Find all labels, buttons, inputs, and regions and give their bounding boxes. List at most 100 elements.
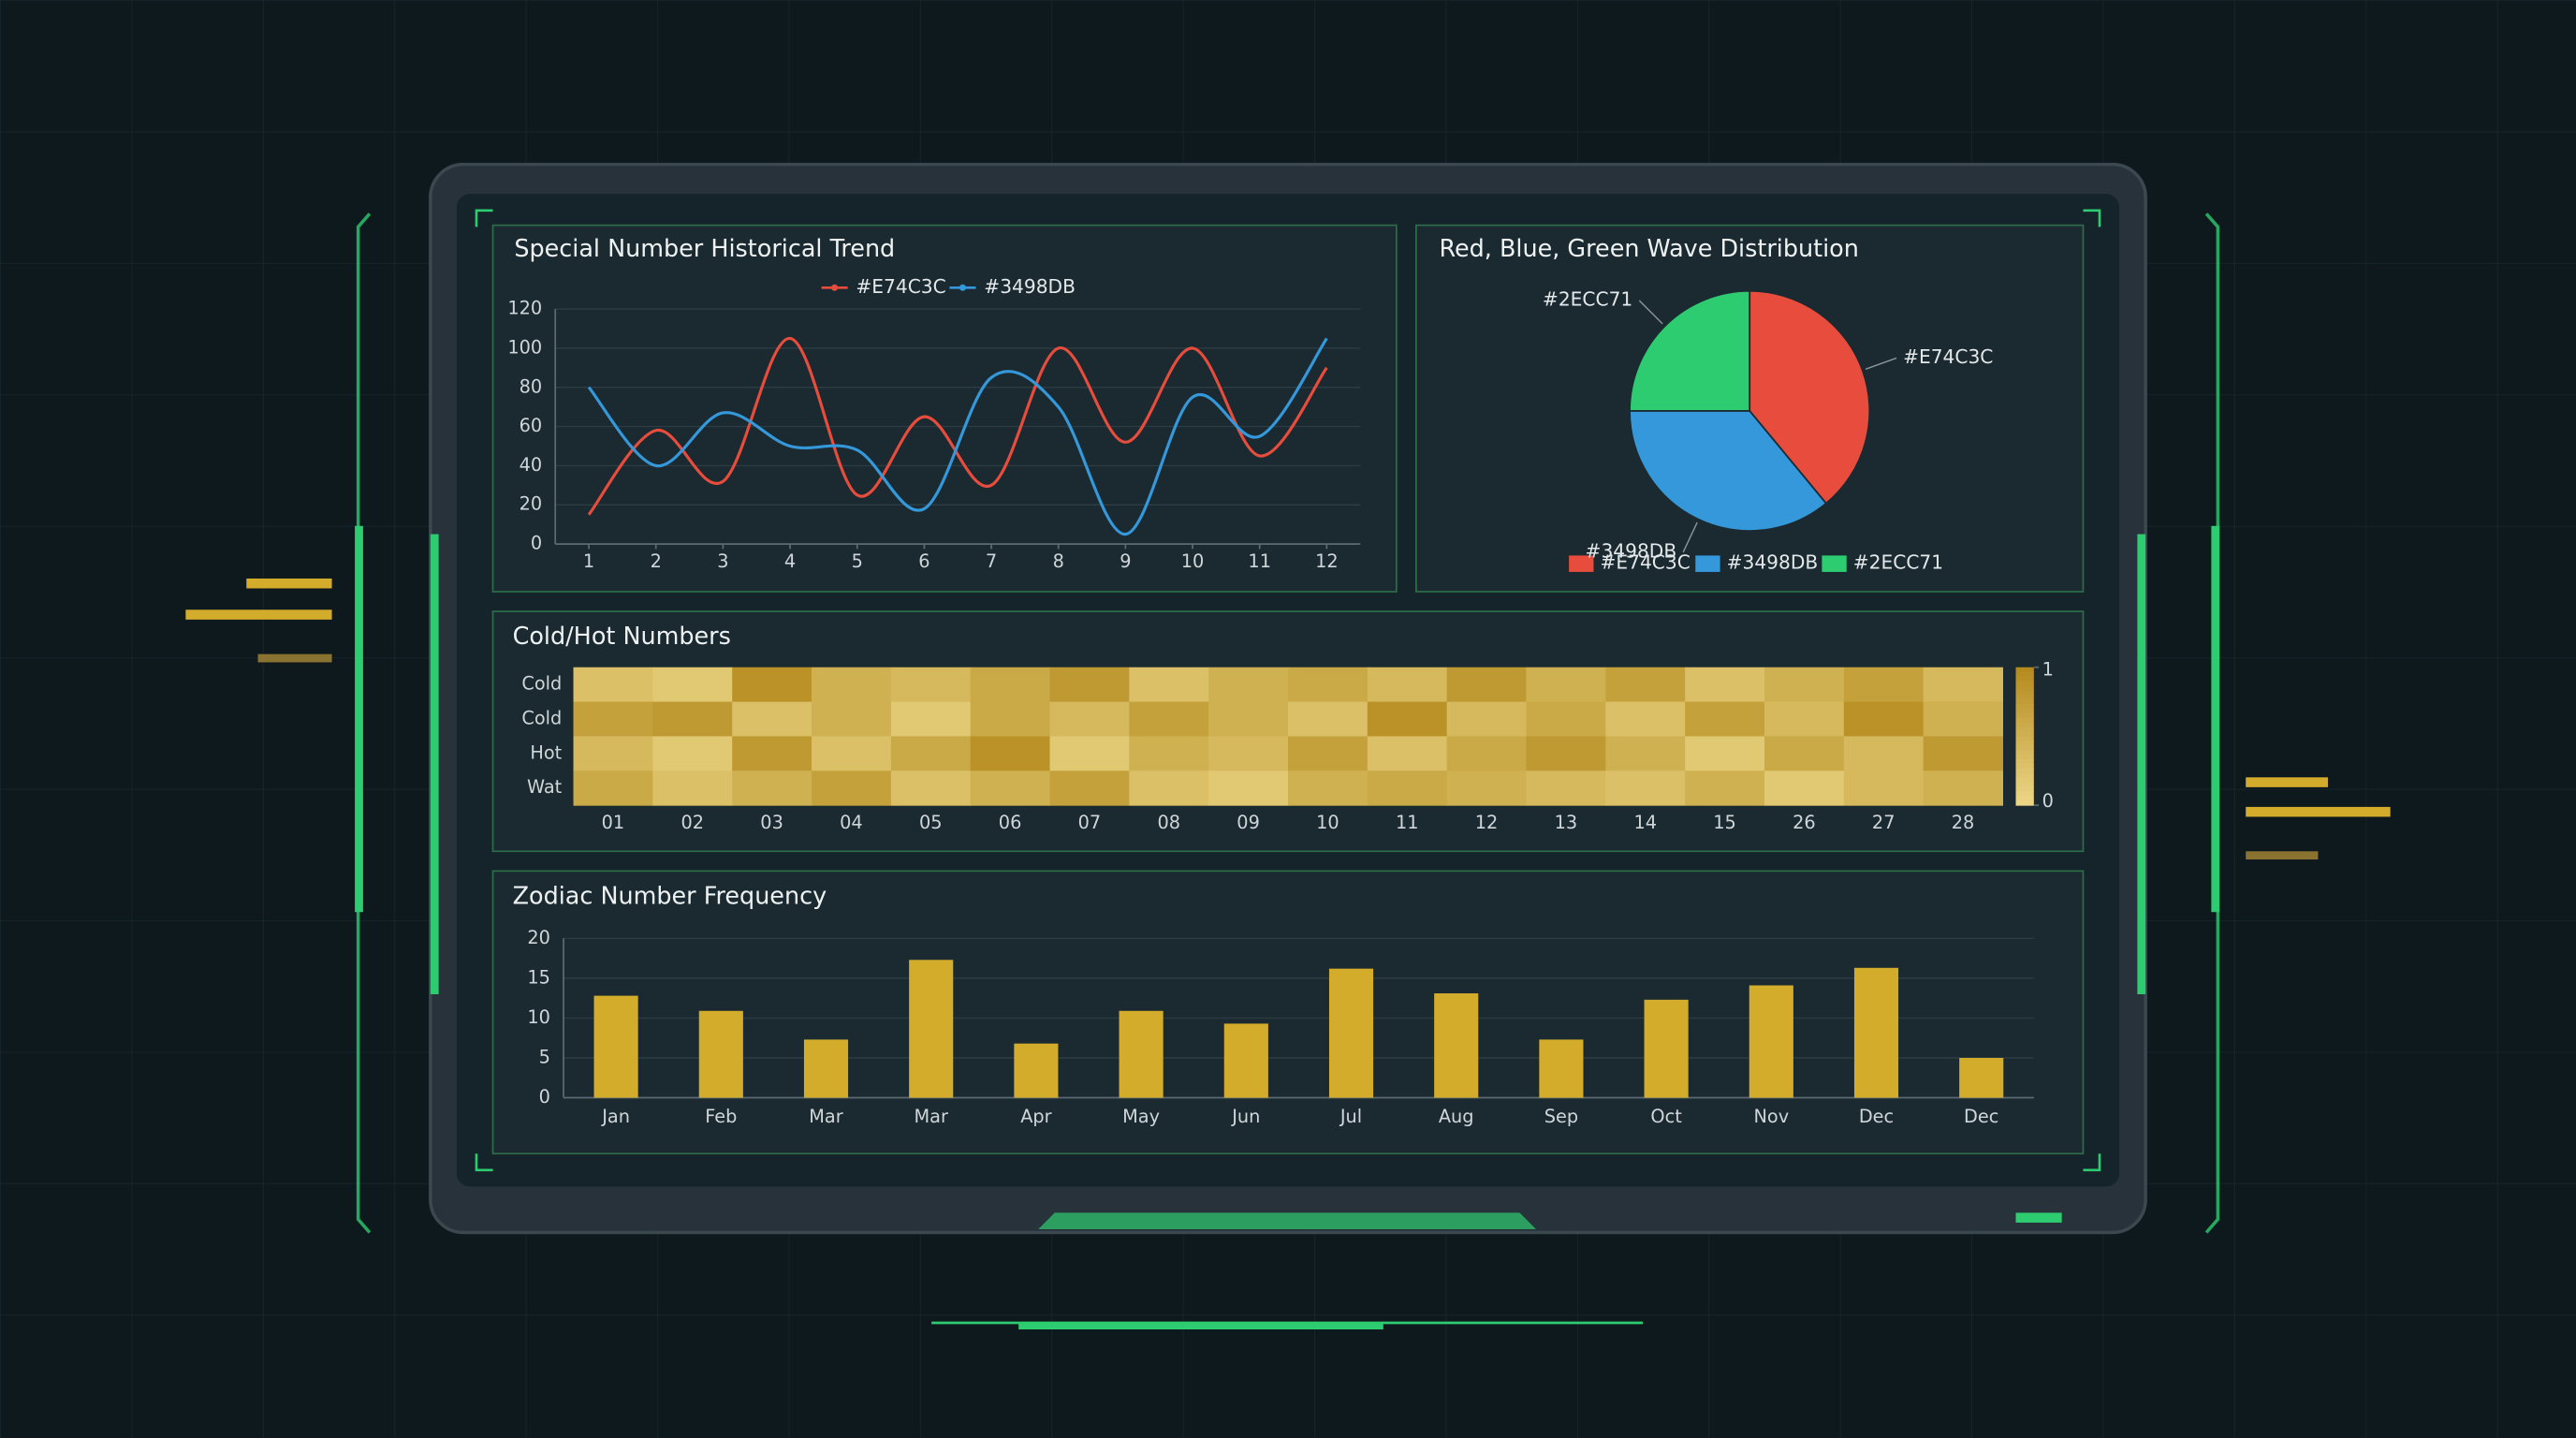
x-tick-label: 8	[1053, 550, 1064, 572]
heat-cell	[970, 701, 1051, 737]
colorbar-step	[2015, 791, 2034, 797]
heat-cell	[1208, 701, 1289, 737]
heat-cell	[1923, 667, 2003, 703]
heat-cell	[812, 736, 892, 771]
row-label: Cold	[521, 707, 562, 728]
x-tick-label: 03	[760, 812, 783, 833]
heat-cell	[1685, 701, 1765, 737]
bar	[1959, 1057, 2004, 1098]
colorbar-step	[2015, 676, 2034, 682]
x-tick-label: 27	[1872, 812, 1895, 833]
heat-cell	[812, 667, 892, 703]
x-tick-label: Mar	[809, 1106, 842, 1127]
deco-dash	[185, 609, 332, 620]
pie-slice	[1749, 289, 1871, 505]
x-tick-label: Mar	[914, 1106, 947, 1127]
colorbar-step	[2015, 763, 2034, 770]
chart-title: Zodiac Number Frequency	[513, 881, 827, 909]
heat-cell	[970, 736, 1051, 771]
heat-cell	[732, 736, 812, 771]
heat-cell	[1208, 667, 1289, 703]
heat-cell	[1446, 736, 1528, 771]
side-glow	[355, 525, 363, 913]
heat-cell	[1367, 736, 1448, 771]
heat-cell	[1605, 701, 1686, 737]
x-tick-label: 08	[1157, 812, 1180, 833]
label-leader	[1638, 300, 1663, 325]
legend-label: #2ECC71	[1853, 551, 1943, 574]
legend-swatch	[831, 284, 839, 291]
y-tick-label: 20	[520, 493, 543, 515]
legend-swatch	[1569, 555, 1594, 572]
x-tick-label: 13	[1555, 812, 1578, 833]
y-tick-label: 15	[527, 966, 550, 988]
x-tick-label: Dec	[1964, 1106, 1998, 1127]
heat-cell	[652, 701, 733, 737]
heat-cell	[1923, 770, 2003, 806]
deco-dash	[246, 578, 332, 589]
colorbar-step	[2015, 731, 2034, 737]
x-tick-label: 28	[1952, 812, 1975, 833]
bar	[803, 1039, 849, 1098]
deco-dash	[2246, 777, 2328, 787]
line-series	[587, 337, 1328, 536]
legend-label: #E74C3C	[856, 275, 945, 298]
heat-cell	[1208, 770, 1289, 806]
ruler-glow	[1018, 1323, 1383, 1330]
heat-cell	[1685, 770, 1765, 806]
pie-slice	[1629, 289, 1751, 412]
frame-glow	[430, 534, 439, 994]
heat-cell	[1605, 770, 1686, 806]
y-tick-label: 80	[520, 375, 543, 397]
chart-title: Red, Blue, Green Wave Distribution	[1439, 234, 1858, 262]
colorbar-step	[2015, 690, 2034, 696]
heat-cell	[1129, 736, 1209, 771]
heat-cell	[1843, 701, 1925, 737]
colorbar-step	[2015, 717, 2034, 724]
x-tick-label: 11	[1248, 550, 1271, 572]
heat-cell	[1764, 667, 1845, 703]
bar	[1539, 1039, 1584, 1098]
colorbar-step	[2015, 685, 2034, 691]
x-tick-label: 06	[999, 812, 1022, 833]
heat-cell	[1129, 770, 1209, 806]
legend-label: #E74C3C	[1600, 551, 1690, 574]
colorbar-step	[2015, 772, 2034, 779]
heat-cell	[1446, 667, 1528, 703]
x-tick-label: 11	[1396, 812, 1419, 833]
heat-cell	[1367, 701, 1448, 737]
heat-cell	[970, 770, 1051, 806]
x-tick-label: 5	[852, 550, 863, 572]
heat-cell	[1685, 736, 1765, 771]
x-tick-label: 04	[840, 812, 863, 833]
heat-cell	[890, 667, 972, 703]
colorbar-step	[2015, 671, 2034, 678]
heat-cell	[573, 770, 653, 806]
heat-cell	[1605, 667, 1686, 703]
heat-cell	[1843, 667, 1925, 703]
x-tick-label: Nov	[1753, 1106, 1789, 1127]
heat-cell	[1367, 667, 1448, 703]
heat-cell	[1049, 770, 1130, 806]
colorbar-step	[2015, 736, 2034, 741]
heat-cell	[1526, 667, 1606, 703]
heat-cell	[1129, 667, 1209, 703]
x-tick-label: 1	[583, 550, 594, 572]
x-tick-label: 6	[918, 550, 929, 572]
heat-cell	[890, 770, 972, 806]
x-tick-label: 7	[986, 550, 997, 572]
heat-cell	[1526, 770, 1606, 806]
colorbar-step	[2015, 800, 2034, 806]
x-tick-label: Jul	[1339, 1106, 1362, 1127]
colorbar-step	[2015, 695, 2034, 700]
frame-indicator	[2015, 1212, 2062, 1223]
row-label: Hot	[530, 741, 562, 763]
bar	[1119, 1010, 1164, 1098]
legend-swatch	[1695, 555, 1720, 572]
heat-cell	[1764, 770, 1845, 806]
bar	[1223, 1023, 1268, 1098]
x-tick-label: 10	[1316, 812, 1339, 833]
heat-cell	[970, 667, 1051, 703]
